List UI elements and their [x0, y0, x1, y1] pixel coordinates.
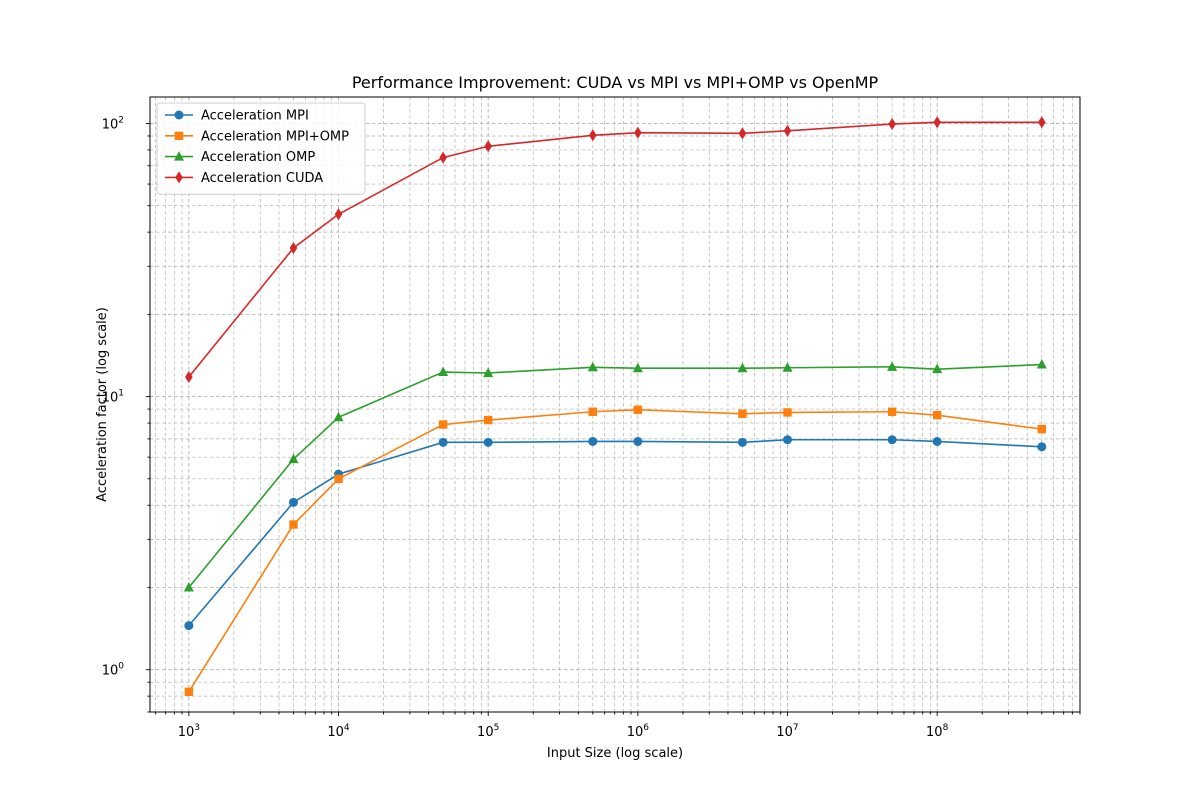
- data-point: [184, 621, 194, 631]
- legend-swatch-marker: [174, 110, 184, 120]
- data-point: [1037, 442, 1047, 452]
- series-1: [184, 405, 1046, 696]
- data-point: [183, 581, 194, 592]
- data-point: [782, 362, 793, 372]
- y-tick-label: 100: [102, 662, 125, 679]
- data-point: [288, 453, 299, 464]
- legend-label: Acceleration OMP: [201, 150, 315, 165]
- data-point: [484, 140, 492, 153]
- data-point: [933, 116, 941, 129]
- data-point: [737, 362, 748, 373]
- series-2: [183, 359, 1047, 592]
- legend-swatch-marker: [174, 151, 184, 161]
- data-point: [483, 367, 494, 377]
- data-point: [932, 436, 942, 446]
- data-point: [588, 129, 597, 142]
- data-point: [1037, 424, 1046, 434]
- legend-box: [156, 102, 366, 195]
- data-point: [185, 370, 193, 383]
- x-tick-label: 107: [776, 723, 798, 740]
- data-point: [1036, 359, 1047, 369]
- data-point: [783, 408, 792, 417]
- data-point: [333, 411, 344, 422]
- legend-item: Acceleration OMP: [165, 150, 315, 165]
- chart-title: Performance Improvement: CUDA vs MPI vs …: [352, 73, 879, 92]
- legend-swatch-marker: [175, 171, 183, 184]
- legend-item: Acceleration MPI: [165, 109, 309, 124]
- data-point: [289, 520, 298, 529]
- legend-item: Acceleration MPI+OMP: [165, 129, 349, 144]
- data-point: [1037, 116, 1046, 129]
- data-point: [783, 435, 793, 445]
- data-point: [483, 437, 493, 447]
- data-point: [289, 241, 298, 254]
- data-point: [438, 437, 448, 447]
- data-point: [334, 208, 343, 221]
- series-line: [188, 408, 1042, 693]
- legend-label: Acceleration MPI: [201, 109, 309, 124]
- legend-label: Acceleration MPI+OMP: [201, 129, 349, 144]
- data-point: [932, 363, 943, 374]
- y-tick-label: 102: [102, 115, 124, 132]
- y-tick-label: 101: [102, 389, 124, 406]
- data-point: [588, 407, 597, 416]
- legend: Acceleration MPI Acceleration MPI+OMP Acce…: [156, 102, 366, 195]
- data-point: [632, 362, 643, 373]
- data-point: [483, 415, 493, 425]
- legend-item: Acceleration CUDA: [165, 171, 323, 186]
- data-point: [887, 407, 897, 416]
- series-layer: [183, 116, 1047, 696]
- data-point: [932, 410, 942, 420]
- legend-swatch-marker: [174, 131, 184, 140]
- data-point: [738, 127, 747, 140]
- data-point: [288, 497, 298, 507]
- legend-label: Acceleration CUDA: [201, 171, 323, 186]
- x-tick-label: 108: [926, 723, 949, 740]
- x-tick-label: 105: [477, 723, 499, 740]
- series-line: [188, 121, 1042, 378]
- data-point: [184, 687, 194, 696]
- data-point: [634, 126, 642, 139]
- data-point: [633, 436, 643, 446]
- axis-ticks: 103 104 105 106 107 108 100 101 102: [102, 115, 1081, 740]
- series-line: [188, 363, 1042, 588]
- data-point: [588, 436, 598, 446]
- series-0: [184, 435, 1047, 631]
- data-point: [438, 420, 448, 429]
- x-tick-label: 104: [327, 723, 350, 740]
- y-axis-label: Acceleration factor (log scale): [95, 307, 110, 502]
- series-line: [188, 438, 1042, 627]
- data-point: [738, 409, 747, 418]
- data-point: [334, 474, 343, 483]
- data-point: [888, 118, 896, 131]
- data-point: [783, 124, 792, 137]
- series-3: [185, 116, 1046, 383]
- data-point: [887, 435, 897, 445]
- data-point: [587, 361, 598, 372]
- data-point: [438, 366, 449, 377]
- data-point: [633, 405, 643, 414]
- data-point: [737, 437, 747, 447]
- data-point: [439, 151, 447, 164]
- x-axis-label: Input Size (log scale): [547, 746, 683, 761]
- data-point: [887, 361, 898, 371]
- x-tick-label: 106: [627, 723, 650, 740]
- x-tick-label: 103: [178, 723, 200, 740]
